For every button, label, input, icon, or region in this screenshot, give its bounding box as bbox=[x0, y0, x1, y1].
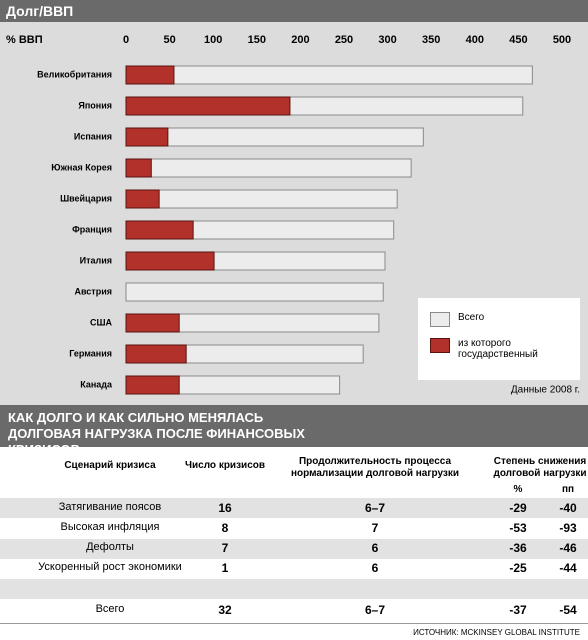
row-band bbox=[0, 539, 588, 559]
table-cell: -53 bbox=[509, 521, 527, 535]
y-tick-label: Великобритания bbox=[37, 69, 112, 79]
table-cell: 6–7 bbox=[364, 501, 386, 515]
table-cell: Всего bbox=[95, 603, 125, 615]
y-tick-label: Южная Корея bbox=[51, 162, 112, 172]
source: ИСТОЧНИК: MCKINSEY GLOBAL INSTITUTE bbox=[0, 623, 588, 637]
table-cell: -25 bbox=[509, 561, 527, 575]
x-tick-label: 300 bbox=[378, 34, 396, 46]
bar bbox=[125, 189, 160, 209]
axis-label: % ВВП bbox=[6, 34, 43, 46]
y-tick-label: Италия bbox=[80, 255, 112, 265]
legend-swatch bbox=[430, 312, 450, 327]
y-tick-label: Швейцария bbox=[60, 193, 112, 203]
table-cell: 6 bbox=[371, 561, 379, 575]
y-tick-label: Япония bbox=[78, 100, 112, 110]
y-tick-label: Франция bbox=[72, 224, 112, 234]
legend-label: Всего bbox=[458, 312, 485, 323]
note: Данные 2008 г. bbox=[511, 385, 580, 396]
chart: % ВВП Данные 2008 г. 0 50 100 150 200 250 300 3… bbox=[0, 22, 588, 405]
legend-label: из которого государственный bbox=[458, 338, 538, 360]
table-cell: 8 bbox=[221, 521, 229, 535]
table-cell: пп bbox=[561, 484, 575, 495]
table-cell: 6 bbox=[371, 541, 379, 555]
x-tick-label: 150 bbox=[248, 34, 266, 46]
table-cell: Степень снижения долговой нагрузки bbox=[493, 456, 587, 479]
y-tick-label: США bbox=[90, 317, 113, 327]
table-cell: Ускоренный рост экономики bbox=[38, 561, 182, 573]
table-cell: 32 bbox=[218, 603, 232, 617]
x-tick-label: 100 bbox=[204, 34, 222, 46]
y-tick-label: Испания bbox=[74, 131, 112, 141]
x-tick-label: 350 bbox=[422, 34, 440, 46]
table-cell: -40 bbox=[559, 501, 577, 515]
table-cell: -36 bbox=[509, 541, 527, 555]
x-tick-label: 450 bbox=[509, 34, 527, 46]
table-cell: 7 bbox=[221, 541, 229, 555]
table-cell: -54 bbox=[559, 603, 577, 617]
bar bbox=[125, 282, 384, 302]
header-title: Долг/ВВП bbox=[0, 0, 588, 22]
bar bbox=[125, 96, 291, 116]
legend-item: из которого государственный bbox=[430, 338, 570, 360]
legend-item: Всего bbox=[430, 312, 484, 327]
table-cell: -46 bbox=[559, 541, 577, 555]
table-cell: 7 bbox=[371, 521, 379, 535]
legend: Всего из которого государственный bbox=[418, 298, 580, 380]
y-tick-label: Канада bbox=[80, 379, 113, 389]
table-cell: Число кризисов bbox=[184, 460, 266, 471]
table-cell: Высокая инфляция bbox=[60, 521, 160, 533]
bar bbox=[125, 127, 169, 147]
bar bbox=[125, 313, 180, 333]
table-cell: Продолжительность процесса нормализации … bbox=[290, 456, 460, 479]
x-tick-label: 400 bbox=[466, 34, 484, 46]
table-cell: Дефолты bbox=[86, 541, 134, 553]
bar bbox=[125, 344, 187, 364]
x-tick-label: 250 bbox=[335, 34, 353, 46]
y-tick-label: Австрия bbox=[74, 286, 112, 296]
bar bbox=[125, 158, 412, 178]
row-band bbox=[0, 498, 588, 518]
bar bbox=[125, 375, 180, 395]
x-tick-label: 200 bbox=[291, 34, 309, 46]
table-cell: Затягивание поясов bbox=[58, 501, 162, 513]
bar bbox=[125, 65, 533, 85]
bar bbox=[125, 127, 424, 147]
table-cell: % bbox=[513, 484, 523, 495]
legend-swatch bbox=[430, 338, 450, 353]
table-cell: -93 bbox=[559, 521, 577, 535]
x-tick-label: 0 bbox=[123, 34, 129, 46]
row-band bbox=[0, 579, 588, 599]
table-title: КАК ДОЛГО И КАК СИЛЬНО МЕНЯЛАСЬ ДОЛГОВАЯ… bbox=[0, 405, 588, 457]
bar bbox=[125, 220, 194, 240]
bar bbox=[125, 251, 215, 271]
table-cell: Сценарий кризиса bbox=[64, 460, 156, 471]
y-tick-label: Германия bbox=[69, 348, 112, 358]
x-tick-label: 50 bbox=[163, 34, 175, 46]
bar bbox=[125, 65, 175, 85]
bar bbox=[125, 189, 398, 209]
bar bbox=[125, 158, 152, 178]
table-cell: -37 bbox=[509, 603, 527, 617]
table-cell: 16 bbox=[218, 501, 232, 515]
table-cell: -44 bbox=[559, 561, 577, 575]
x-tick-label: 500 bbox=[553, 34, 571, 46]
table-cell: 1 bbox=[221, 561, 229, 575]
table-cell: 6–7 bbox=[364, 603, 386, 617]
table-cell: -29 bbox=[509, 501, 527, 515]
